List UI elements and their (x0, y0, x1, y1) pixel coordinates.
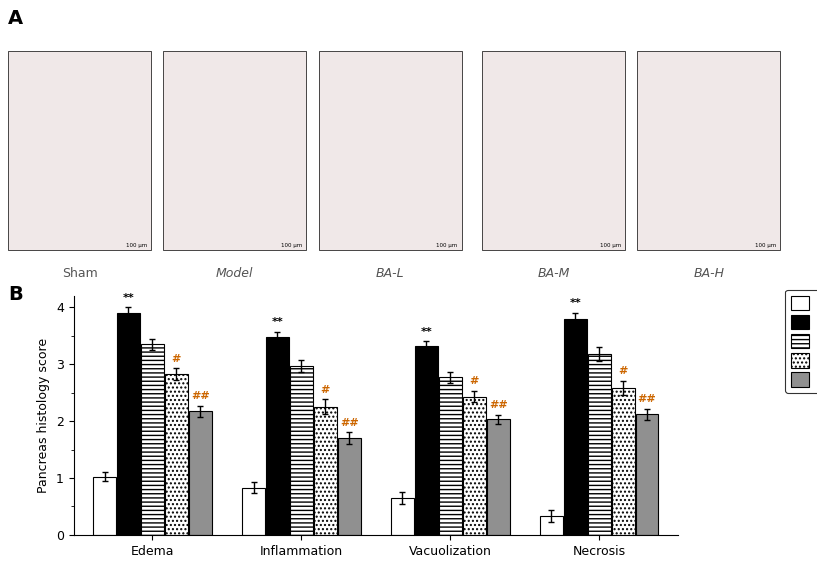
Text: Model: Model (217, 267, 253, 281)
Text: B: B (8, 284, 23, 303)
Bar (165, 374, 188, 535)
Text: BA-L: BA-L (376, 267, 404, 281)
Bar (391, 498, 414, 535)
Bar (141, 344, 163, 535)
FancyBboxPatch shape (8, 51, 151, 250)
Bar (588, 354, 610, 535)
Bar (415, 346, 438, 535)
Text: **: ** (421, 327, 432, 337)
Bar (636, 414, 659, 535)
FancyBboxPatch shape (482, 51, 625, 250)
Bar (564, 319, 587, 535)
Text: ##: ## (191, 391, 210, 401)
Y-axis label: Pancreas histology score: Pancreas histology score (38, 338, 51, 493)
Text: 100 μm: 100 μm (755, 242, 776, 248)
Bar (117, 313, 140, 535)
Bar (439, 377, 462, 535)
Text: **: ** (123, 292, 134, 303)
Text: ##: ## (489, 400, 507, 410)
Text: 100 μm: 100 μm (600, 242, 621, 248)
Bar (290, 366, 313, 535)
Text: BA-M: BA-M (538, 267, 569, 281)
Text: 100 μm: 100 μm (436, 242, 458, 248)
Text: Sham: Sham (62, 267, 97, 281)
Bar (337, 438, 360, 535)
Text: ##: ## (638, 394, 657, 404)
Text: 100 μm: 100 μm (126, 242, 147, 248)
FancyBboxPatch shape (319, 51, 462, 250)
Bar (540, 516, 563, 535)
Bar (189, 411, 212, 535)
Text: 100 μm: 100 μm (281, 242, 302, 248)
Text: #: # (618, 366, 627, 376)
Text: #: # (172, 353, 181, 364)
Bar (314, 407, 337, 535)
Text: BA-H: BA-H (694, 267, 724, 281)
Text: A: A (8, 9, 24, 27)
Legend: Sham, Model, BA-L, BA-M, BA-H: Sham, Model, BA-L, BA-M, BA-H (785, 290, 817, 393)
FancyBboxPatch shape (163, 51, 306, 250)
Text: #: # (470, 376, 479, 386)
Text: #: # (320, 385, 330, 395)
Bar (612, 388, 635, 535)
Text: **: ** (569, 298, 581, 308)
Bar (462, 397, 485, 535)
FancyBboxPatch shape (637, 51, 780, 250)
Bar (242, 488, 265, 535)
Text: ##: ## (340, 418, 359, 428)
Bar (266, 337, 289, 535)
Text: **: ** (271, 317, 283, 327)
Bar (93, 477, 116, 535)
Bar (487, 419, 510, 535)
